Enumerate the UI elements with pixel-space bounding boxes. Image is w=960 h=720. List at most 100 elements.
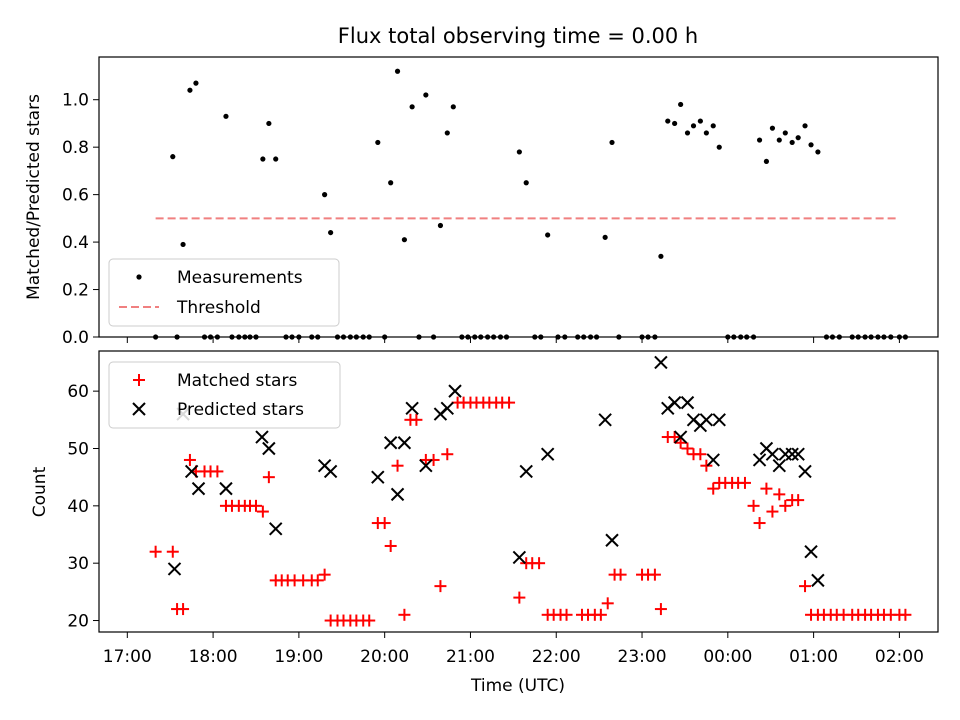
predicted-star-point	[371, 470, 385, 484]
predicted-star-point	[519, 464, 533, 479]
bottom-x-tick-label: 23:00	[618, 647, 667, 667]
bottom-axes-frame	[98, 350, 939, 633]
predicted-star-point	[383, 436, 398, 450]
matched-star-point	[700, 459, 713, 472]
measurement-point	[665, 118, 671, 124]
matched-star-point	[249, 499, 262, 512]
predicted-star-point	[390, 487, 405, 502]
legend-predicted-marker	[132, 402, 146, 416]
legend-measurements-marker	[136, 274, 142, 280]
matched-star-point	[256, 505, 269, 518]
predicted-star-point	[804, 545, 818, 559]
measurement-point	[437, 222, 444, 229]
legend-measurements-label: Measurements	[177, 268, 303, 288]
bottom-x-tick-label: 00:00	[703, 647, 752, 667]
measurement-point	[375, 139, 381, 146]
measurement-point	[187, 87, 193, 93]
measurement-point	[409, 104, 415, 110]
matched-star-point	[668, 431, 681, 444]
top-y-tick-label: 0.6	[62, 186, 89, 206]
predicted-star-point	[772, 458, 787, 473]
matched-star-point	[391, 459, 404, 472]
measurement-point	[756, 137, 763, 143]
measurement-point	[328, 229, 334, 236]
measurement-point	[710, 123, 716, 129]
bottom-y-tick-label: 30	[67, 554, 89, 574]
bottom-y-axis-label: Count	[30, 466, 50, 517]
measurement-point	[697, 118, 703, 124]
measurement-point	[602, 234, 608, 240]
predicted-star-point	[405, 401, 419, 416]
measurement-point	[394, 68, 401, 74]
measurement-point	[388, 180, 394, 186]
matched-star-point	[378, 517, 391, 530]
predicted-star-point	[598, 413, 612, 427]
predicted-star-point	[219, 481, 233, 496]
bottom-x-tick-label: 22:00	[532, 647, 581, 667]
measurement-point	[609, 139, 615, 146]
top-y-tick-label: 0.2	[62, 281, 89, 301]
matched-star-point	[183, 453, 196, 466]
measurement-point	[808, 142, 814, 148]
top-y-axis-label: Matched/Predicted stars	[24, 94, 44, 300]
matched-star-point	[674, 436, 687, 449]
measurement-point	[802, 123, 808, 129]
matched-star-point	[738, 476, 751, 489]
top-y-tick-label: 0.0	[62, 328, 89, 348]
matched-star-point	[648, 568, 661, 581]
predicted-star-point	[440, 401, 455, 416]
matched-star-point	[773, 488, 786, 501]
top-x-ticks	[126, 337, 900, 343]
matched-star-point	[753, 517, 766, 530]
measurement-point	[545, 232, 551, 238]
measurement-point	[523, 180, 529, 186]
predicted-star-point	[699, 413, 714, 427]
top-y-tick-label: 0.4	[62, 233, 89, 253]
measurement-point	[170, 154, 176, 160]
top-y-tick-label: 0.8	[62, 138, 89, 158]
measurement-point	[322, 192, 328, 198]
matched-star-point	[594, 608, 607, 621]
measurement-point	[795, 135, 801, 141]
matched-star-point	[899, 608, 912, 621]
matched-star-point	[318, 568, 331, 581]
measurement-point	[423, 92, 429, 98]
bottom-y-tick-label: 20	[67, 612, 89, 632]
predicted-star-point	[191, 481, 206, 496]
top-y-ticks: 0.0 0.2 0.4 0.6 0.8 1.0	[62, 91, 99, 348]
matched-star-point	[707, 482, 720, 495]
bottom-x-tick-label: 02:00	[875, 647, 924, 667]
predicted-star-point	[512, 550, 527, 565]
matched-star-point	[654, 603, 667, 616]
matched-star-point	[503, 396, 516, 409]
predicted-star-point	[680, 395, 695, 410]
legend-predicted-label: Predicted stars	[177, 400, 304, 420]
predicted-star-point	[654, 355, 668, 370]
bottom-y-tick-label: 60	[67, 382, 89, 402]
measurement-point	[450, 104, 456, 110]
measurement-point	[672, 120, 678, 127]
predicted-star-point	[706, 453, 720, 467]
predicted-star-point	[811, 573, 825, 588]
bottom-legend: Matched stars Predicted stars	[108, 361, 341, 429]
predicted-star-point	[785, 447, 799, 461]
measurement-point	[703, 130, 709, 136]
matched-star-point	[398, 608, 411, 621]
bottom-legend-box	[108, 361, 341, 429]
bottom-x-tick-label: 21:00	[446, 647, 495, 667]
bottom-y-tick-label: 40	[67, 497, 89, 517]
bottom-x-tick-label: 01:00	[789, 647, 838, 667]
predicted-star-point	[448, 384, 462, 398]
predicted-star-point	[765, 447, 780, 461]
predicted-stars-points	[167, 355, 825, 588]
predicted-star-point	[712, 413, 726, 427]
measurement-point	[815, 149, 821, 155]
predicted-star-point	[269, 522, 283, 536]
matched-star-point	[766, 505, 779, 518]
measurement-point	[763, 158, 770, 165]
bottom-x-tick-label: 20:00	[360, 647, 409, 667]
predicted-star-point	[167, 562, 182, 576]
measurement-point	[769, 125, 776, 131]
predicted-star-point	[419, 458, 433, 473]
